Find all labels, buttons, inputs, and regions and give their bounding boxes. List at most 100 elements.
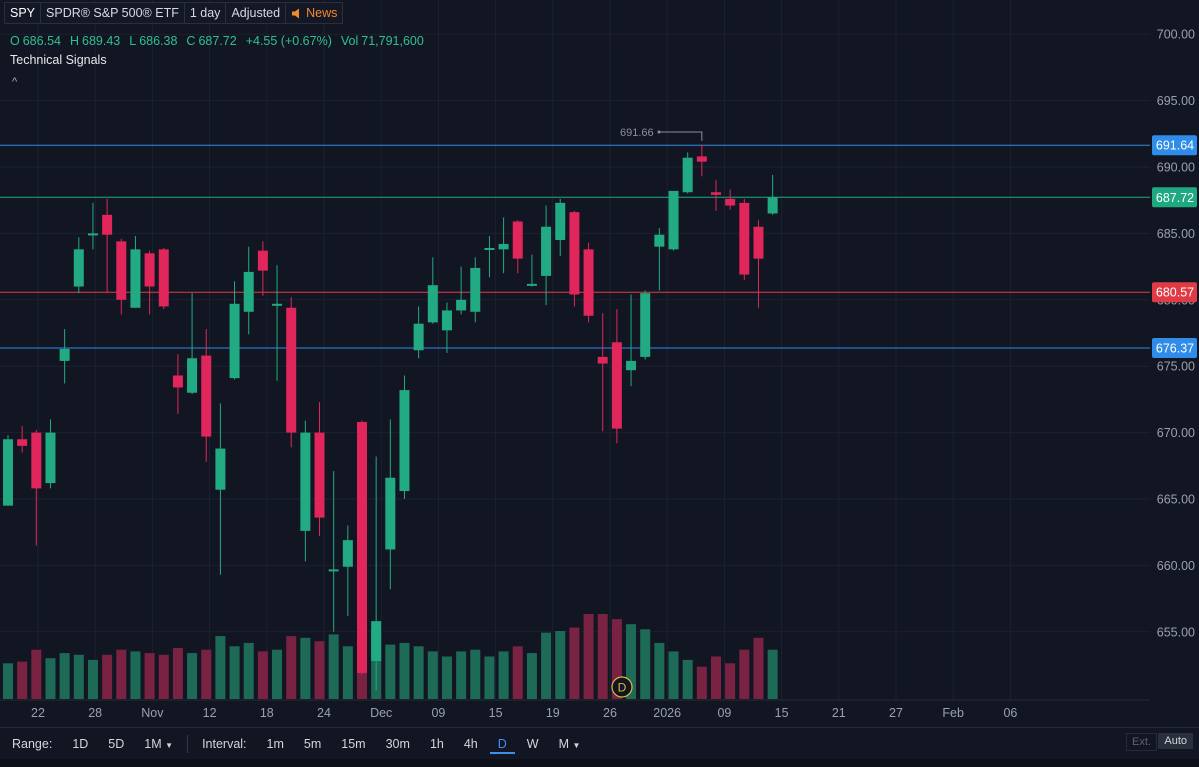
candle-body	[144, 253, 155, 287]
volume-bar	[569, 627, 580, 699]
x-axis-tick-label: 24	[317, 706, 331, 720]
high-annotation-label: 691.66	[620, 127, 654, 139]
candle-body	[187, 358, 198, 393]
interval-1h[interactable]: 1h	[429, 737, 444, 751]
interval-label: Interval:	[202, 737, 247, 751]
candle-body	[498, 244, 509, 250]
interval-m[interactable]: M ▼	[551, 734, 589, 754]
candle-body	[229, 303, 240, 379]
x-axis-tick-label: Dec	[370, 706, 392, 720]
volume-bar	[187, 653, 198, 699]
interval-15m[interactable]: 15m	[341, 737, 366, 751]
interval-4h[interactable]: 4h	[463, 737, 478, 751]
ohlc-readout: O 686.54 H 689.43 L 686.38 C 687.72 +4.55 (+0.67…	[10, 34, 427, 48]
candle-body	[215, 448, 226, 490]
interval-30m[interactable]: 30m	[385, 737, 410, 751]
candle-body	[399, 390, 410, 492]
x-axis-tick-label: Feb	[942, 706, 964, 720]
high-label: H	[69, 34, 79, 48]
interval-1m[interactable]: 1m	[266, 737, 284, 751]
x-axis-tick-label: 15	[489, 706, 503, 720]
candle-body	[413, 323, 424, 351]
news-button[interactable]: News	[285, 2, 344, 24]
adjusted-toggle[interactable]: Adjusted	[225, 2, 287, 24]
y-axis-tick-label: 665.00	[1157, 493, 1195, 507]
change-value: +4.55 (+0.67%)	[245, 34, 332, 48]
volume-bar	[172, 648, 183, 699]
candle-body	[371, 621, 382, 662]
candle-body	[300, 432, 311, 531]
volume-bar	[626, 624, 637, 699]
range-5d[interactable]: 5D	[108, 737, 125, 751]
volume-bar	[272, 649, 283, 699]
volume-bar	[243, 642, 254, 699]
candle-body	[597, 356, 608, 364]
volume-bar	[17, 661, 28, 699]
x-axis-tick-label: 15	[775, 706, 789, 720]
candle-body	[45, 432, 56, 484]
volume-bar	[342, 646, 353, 699]
close-value: 687.72	[198, 34, 237, 48]
range-1m-label: 1M	[144, 737, 162, 751]
candle-body	[342, 540, 353, 567]
x-axis-tick-label: 22	[31, 706, 45, 720]
low-value: 686.38	[139, 34, 178, 48]
price-line-label: 687.72	[1156, 191, 1194, 205]
range-1d[interactable]: 1D	[72, 737, 89, 751]
volume-bar	[725, 663, 736, 699]
candle-body	[682, 157, 693, 193]
candle-body	[526, 283, 537, 286]
x-axis-tick-label: 19	[546, 706, 560, 720]
candle-body	[328, 569, 339, 572]
range-1m[interactable]: 1M ▼	[136, 734, 181, 754]
volume-label: Vol	[340, 34, 359, 48]
volume-bar	[328, 634, 339, 699]
interval-d[interactable]: D	[489, 734, 515, 754]
volume-bar	[31, 649, 42, 699]
candle-body	[583, 249, 594, 316]
y-axis-tick-label: 690.00	[1157, 161, 1195, 175]
symbol-label[interactable]: SPY	[4, 2, 42, 24]
y-axis-tick-label: 670.00	[1157, 426, 1195, 440]
x-axis-tick-label: 12	[203, 706, 217, 720]
extended-hours-toggle[interactable]: Ext.	[1126, 733, 1157, 751]
collapse-caret-icon[interactable]: ^	[12, 76, 18, 88]
interval-w[interactable]: W	[526, 737, 539, 751]
price-line-label: 680.57	[1156, 286, 1194, 300]
candle-body	[243, 271, 254, 312]
technical-signals-label[interactable]: Technical Signals	[10, 53, 107, 67]
dividend-marker	[611, 676, 633, 698]
interval-5m[interactable]: 5m	[303, 737, 322, 751]
candle-body	[696, 156, 707, 162]
high-value: 689.43	[82, 34, 121, 48]
x-axis-tick-label: 2026	[653, 706, 681, 720]
volume-bar	[130, 651, 141, 699]
volume-bar	[399, 642, 410, 699]
candle-body	[484, 248, 495, 251]
interval-m-label: M	[558, 737, 570, 751]
candle-body	[441, 310, 452, 331]
interval-selector[interactable]: 1 day	[183, 2, 227, 24]
volume-bar	[739, 649, 750, 699]
candle-body	[569, 212, 580, 295]
candle-body	[611, 342, 622, 429]
candle-body	[753, 226, 764, 259]
dropdown-caret-icon: ▼	[165, 741, 174, 750]
footer-strip	[0, 759, 1199, 767]
y-axis-tick-label: 655.00	[1157, 625, 1195, 639]
low-label: L	[129, 34, 137, 48]
close-label: C	[186, 34, 196, 48]
symbol-name: SPDR® S&P 500® ETF	[40, 2, 185, 24]
candle-body	[286, 307, 297, 433]
volume-bar	[3, 663, 13, 699]
candlestick-chart[interactable]: 691.66D700.00695.00690.00685.00680.00675…	[0, 0, 1199, 727]
volume-bar	[583, 614, 594, 699]
candle-body	[725, 198, 736, 206]
volume-bar	[257, 651, 268, 699]
volume-bar	[229, 646, 240, 699]
auto-scale-toggle[interactable]: Auto	[1158, 733, 1193, 749]
x-axis-tick-label: 21	[832, 706, 846, 720]
volume-bar	[385, 644, 396, 699]
volume-bar	[668, 651, 679, 699]
volume-bar	[611, 619, 622, 699]
